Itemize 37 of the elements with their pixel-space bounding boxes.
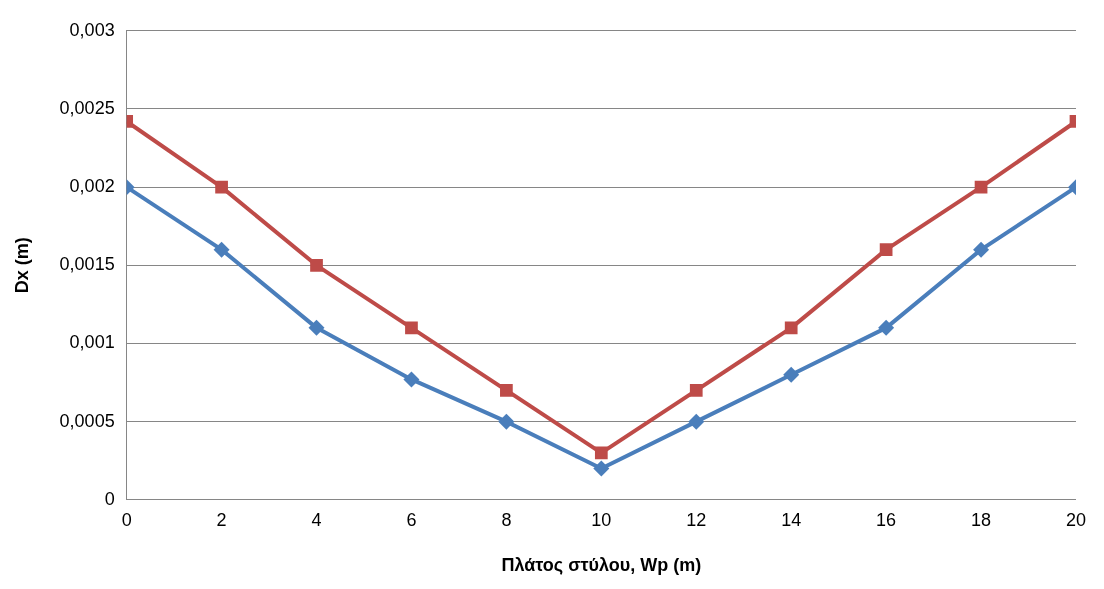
y-tick-label: 0,0025 (59, 97, 115, 118)
point (784, 321, 798, 335)
x-tick-label: 12 (686, 509, 707, 530)
point (213, 241, 230, 258)
x-tick-label: 14 (781, 509, 802, 530)
x-tick-label: 0 (121, 509, 132, 530)
point (689, 384, 703, 397)
x-tick-label: 4 (311, 509, 322, 530)
y-tick-label: 0,0005 (59, 410, 115, 431)
y-tick-label: 0,001 (69, 332, 115, 353)
point (783, 366, 800, 383)
point (593, 460, 610, 477)
point (308, 319, 325, 336)
y-axis-title: Dx (m) (11, 237, 32, 294)
point (878, 319, 895, 336)
x-tick-label: 20 (1065, 509, 1086, 530)
x-tick-label: 10 (591, 509, 612, 530)
x-axis-title: Πλάτος στύλου, Wp (m) (501, 555, 702, 576)
x-tick-label: 16 (876, 509, 897, 530)
point (310, 258, 323, 272)
y-tick-label: 0 (104, 488, 115, 509)
point (403, 371, 420, 388)
point (500, 384, 513, 397)
point (215, 180, 228, 194)
point (973, 241, 990, 258)
x-tick-label: 8 (501, 509, 512, 530)
y-tick-label: 0,003 (69, 19, 115, 40)
x-tick-label: 2 (216, 509, 227, 530)
x-tick-label: 6 (406, 509, 417, 530)
x-tick-label: 18 (971, 509, 992, 530)
y-tick-label: 0,0015 (59, 254, 115, 275)
point (594, 446, 608, 460)
point (405, 321, 418, 335)
y-tick-label: 0,002 (69, 176, 115, 197)
point (688, 413, 705, 430)
point (498, 413, 515, 430)
point (879, 243, 893, 257)
